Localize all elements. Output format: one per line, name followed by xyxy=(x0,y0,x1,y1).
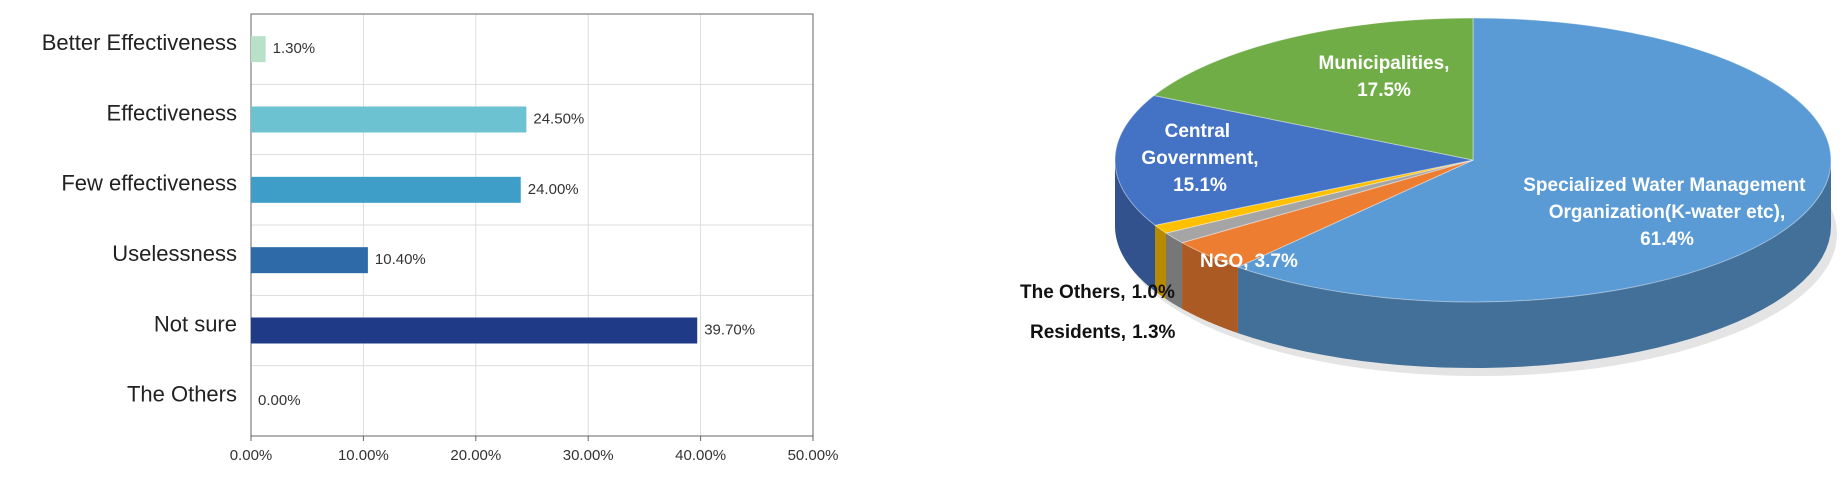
pie-slice xyxy=(1152,17,1474,161)
value-label: 24.00% xyxy=(528,181,579,198)
x-tick-label: 0.00% xyxy=(230,447,273,464)
bar xyxy=(251,36,266,63)
pie-slice xyxy=(1180,159,1474,268)
bar xyxy=(251,106,527,133)
pie-label: Residents, xyxy=(1030,322,1126,343)
pie-side xyxy=(1115,160,1156,292)
y-tick-label: The Others xyxy=(127,382,237,407)
x-tick-label: 20.00% xyxy=(450,447,501,464)
pie-side xyxy=(1155,225,1167,300)
value-label: 39.70% xyxy=(704,321,755,338)
y-tick-label: Uselessness xyxy=(112,241,237,266)
y-tick-label: Effectiveness xyxy=(107,100,237,125)
x-tick-label: 10.00% xyxy=(338,447,389,464)
y-tick-label: Not sure xyxy=(154,311,237,336)
pie-value-label: 61.4% xyxy=(1640,229,1694,250)
x-tick-label: 30.00% xyxy=(563,447,614,464)
bar xyxy=(251,176,521,203)
x-tick-label: 40.00% xyxy=(675,447,726,464)
pie-value-label: 17.5% xyxy=(1357,80,1411,101)
pie-slice xyxy=(1236,17,1832,303)
pie-value-label: 1.3% xyxy=(1132,322,1175,343)
x-tick-label: 50.00% xyxy=(788,447,839,464)
pie-value-label: 3.7% xyxy=(1255,251,1298,272)
bar xyxy=(251,317,698,344)
value-label: 0.00% xyxy=(258,392,301,409)
plot-frame xyxy=(250,13,814,437)
pie-side xyxy=(1237,160,1831,368)
value-label: 24.50% xyxy=(533,110,584,127)
pie-label: Central Government, xyxy=(1141,121,1258,169)
value-label: 10.40% xyxy=(375,251,426,268)
pie-slice xyxy=(1164,159,1474,244)
pie-value-label: 15.1% xyxy=(1173,175,1227,196)
pie-label: Specialized Water Management Organizatio… xyxy=(1523,175,1811,223)
pie-label: The Others, xyxy=(1020,282,1126,303)
pie-side xyxy=(1166,233,1183,309)
pie-label: NGO, xyxy=(1200,251,1249,272)
pie-slice xyxy=(1153,159,1474,234)
value-label: 1.30% xyxy=(273,40,316,57)
pie-slice xyxy=(1114,94,1474,226)
pie-side xyxy=(1182,242,1238,334)
y-tick-label: Better Effectiveness xyxy=(42,30,237,55)
y-tick-label: Few effectiveness xyxy=(61,171,237,196)
bar xyxy=(251,247,368,274)
pie-value-label: 1.0% xyxy=(1132,282,1175,303)
pie-label: Municipalities, xyxy=(1319,53,1450,74)
